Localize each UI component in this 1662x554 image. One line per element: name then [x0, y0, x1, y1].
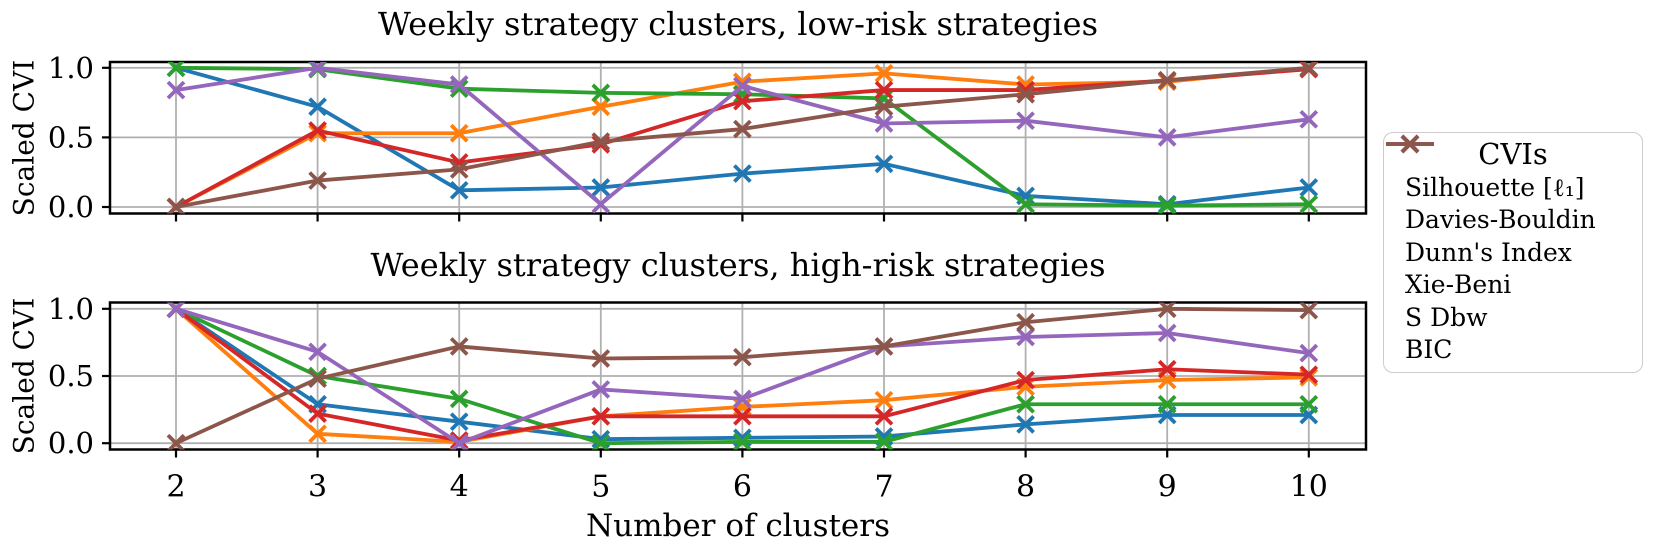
chart-1: 0.0 0.5 1.0 2 3 4 5 6 7 8 9 10 — [48, 292, 1368, 505]
legend-entry-dunn-s-index: Dunn's Index — [1384, 134, 1642, 269]
x-tick-label: 8 — [1016, 470, 1035, 505]
legend-entry-label: BIC — [1405, 335, 1453, 365]
legend-entry-label: Xie-Beni — [1405, 270, 1512, 300]
legend-entry-bic: BIC — [1384, 134, 1642, 367]
y-tick-label: 1.0 — [48, 51, 94, 85]
x-tick-label: 7 — [874, 470, 893, 505]
legend-entry-label: S Dbw — [1405, 302, 1488, 332]
x-tick-label: 3 — [308, 470, 327, 505]
y-tick-label: 1.0 — [48, 292, 94, 326]
chart-title-low-risk: Weekly strategy clusters, low-risk strat… — [377, 5, 1098, 43]
legend-box: CVIs Silhouette [ℓ₁] Davies-Bouldin Dunn's… — [1383, 132, 1643, 373]
x-axis-label: Number of clusters — [585, 508, 891, 544]
legend-entry-silhouette: Silhouette [ℓ₁] — [1384, 134, 1642, 204]
legend-entry-s-dbw: S Dbw — [1384, 134, 1642, 334]
legend-title: CVIs — [1478, 137, 1548, 171]
y-axis-label-top: Scaled CVI — [7, 59, 41, 217]
x-tick-label: 9 — [1158, 470, 1177, 505]
legend-entry-label: Silhouette [ℓ₁] — [1405, 172, 1585, 202]
x-tick-label: 6 — [733, 470, 752, 505]
legend-entry-label: Davies-Bouldin — [1405, 205, 1596, 235]
y-tick-label: 0.5 — [48, 120, 94, 154]
y-tick-label: 0.5 — [48, 359, 94, 393]
series-markers-bic — [166, 62, 1319, 214]
series-group — [166, 62, 1319, 214]
series-markers-s-dbw — [166, 62, 1319, 214]
legend-line-marker-icon — [1386, 134, 1434, 154]
x-tick-label: 10 — [1290, 470, 1328, 505]
y-axis-label-bottom: Scaled CVI — [7, 297, 41, 455]
legend-entry-label: Dunn's Index — [1405, 237, 1572, 267]
y-tick-label: 0.0 — [48, 426, 94, 460]
chart-0: 0.0 0.5 1.0 — [48, 51, 1368, 224]
y-tick-label: 0.0 — [48, 190, 94, 224]
series-group — [166, 302, 1319, 450]
x-tick-label: 5 — [591, 470, 610, 505]
series-markers-bic — [166, 302, 1319, 450]
x-tick-label: 4 — [450, 470, 469, 505]
legend-entry-davies-bouldin: Davies-Bouldin — [1384, 134, 1642, 237]
x-tick-label: 2 — [166, 470, 185, 505]
chart-title-high-risk: Weekly strategy clusters, high-risk stra… — [370, 246, 1106, 284]
legend-entry-xie-beni: Xie-Beni — [1384, 134, 1642, 302]
legend-entries: Silhouette [ℓ₁] Davies-Bouldin Dunn's Inde… — [1384, 134, 1642, 367]
